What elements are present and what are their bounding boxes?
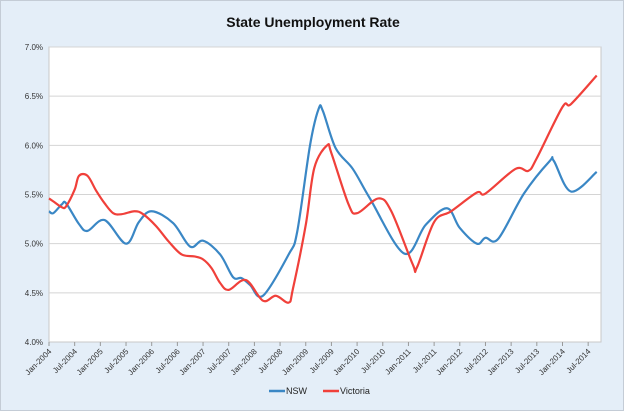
x-tick-label: Jan-2004 [23,347,53,377]
y-tick-label: 4.0% [25,338,43,347]
y-tick-label: 6.0% [25,141,43,150]
y-tick-label: 7.0% [25,43,43,52]
x-tick-label: Jan-2013 [486,347,516,377]
y-tick-label: 6.5% [25,92,43,101]
y-tick-label: 5.5% [25,191,43,200]
y-tick-label: 4.5% [25,289,43,298]
x-tick-label: Jan-2007 [178,347,208,377]
chart-title: State Unemployment Rate [226,14,400,30]
legend-label: Victoria [340,386,370,396]
legend-label: NSW [286,386,308,396]
x-tick-label: Jan-2006 [126,347,156,377]
y-tick-label: 5.0% [25,240,43,249]
x-tick-label: Jan-2014 [537,347,567,377]
series-line-victoria [48,74,598,304]
x-tick-label: Jan-2005 [75,347,105,377]
x-tick-label: Jan-2012 [434,347,464,377]
x-tick-label: Jan-2008 [229,347,259,377]
x-tick-label: Jan-2010 [332,347,362,377]
x-tick-label: Jan-2011 [383,347,413,377]
x-tick-label: Jan-2009 [280,347,310,377]
series-line-nsw [48,104,598,298]
x-tick-label: Jul-2014 [565,347,593,375]
